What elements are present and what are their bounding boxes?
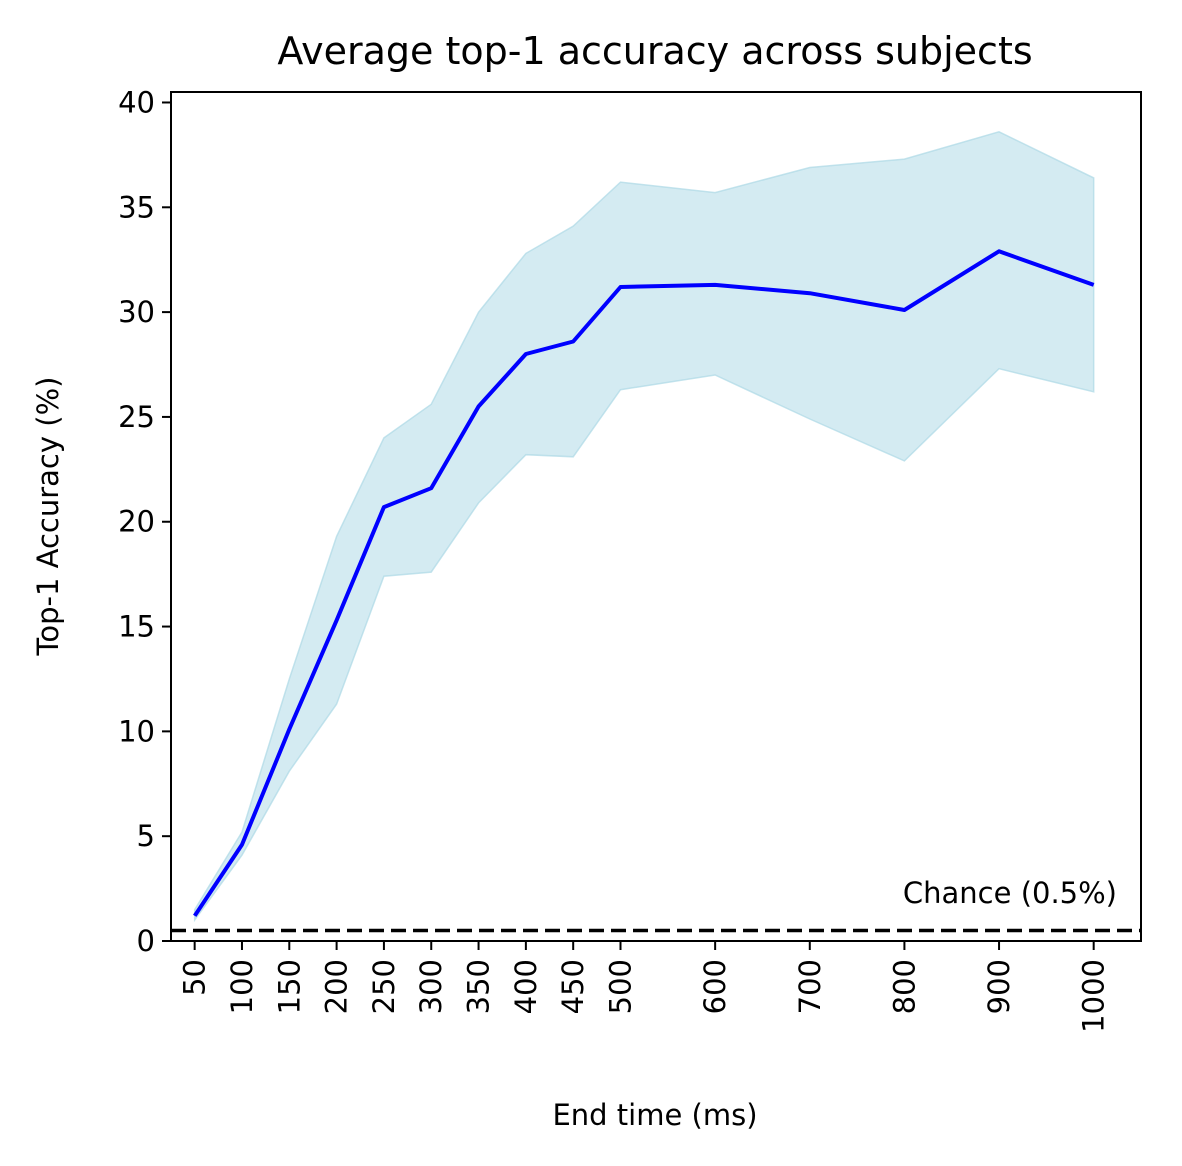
x-tick-label-350: 350 (462, 959, 496, 1014)
data-point-900 (997, 249, 1001, 253)
data-point-450 (571, 340, 575, 344)
y-tick-label-5: 5 (137, 819, 155, 853)
y-axis-label: Top-1 Accuracy (%) (31, 377, 65, 657)
x-tick-label-400: 400 (509, 959, 543, 1014)
data-point-150 (287, 727, 291, 731)
series-line-0 (193, 249, 1095, 917)
y-tick-label-40: 40 (118, 85, 155, 119)
data-point-50 (193, 914, 197, 918)
chance-label: Chance (0.5%) (903, 876, 1117, 910)
data-point-600 (713, 283, 717, 287)
x-tick-label-800: 800 (887, 959, 921, 1014)
data-point-350 (477, 404, 481, 408)
x-tick-label-600: 600 (698, 959, 732, 1014)
data-point-400 (524, 352, 528, 356)
x-tick-label-100: 100 (225, 959, 259, 1014)
x-tick-label-50: 50 (178, 959, 212, 996)
y-tick-label-10: 10 (118, 714, 155, 748)
y-tick-label-15: 15 (118, 610, 155, 644)
x-tick-label-1000: 1000 (1077, 959, 1111, 1033)
y-tick-label-25: 25 (118, 400, 155, 434)
x-tick-label-700: 700 (793, 959, 827, 1014)
x-axis-label: End time (ms) (552, 1098, 757, 1132)
data-point-250 (382, 505, 386, 509)
y-tick-label-20: 20 (118, 505, 155, 539)
data-point-100 (240, 843, 244, 847)
plot-frame (170, 91, 1142, 942)
x-tick-label-250: 250 (367, 959, 401, 1014)
x-tick-label-450: 450 (556, 959, 590, 1014)
x-tick-label-900: 900 (982, 959, 1016, 1014)
x-tick-label-300: 300 (414, 959, 448, 1014)
confidence-band-0 (193, 130, 1095, 923)
data-point-700 (808, 291, 812, 295)
x-tick-label-150: 150 (272, 959, 306, 1014)
data-point-800 (902, 308, 906, 312)
y-tick-label-35: 35 (118, 190, 155, 224)
data-point-1000 (1092, 283, 1096, 287)
data-point-500 (619, 285, 623, 289)
x-tick-label-500: 500 (604, 959, 638, 1014)
y-tick-label-0: 0 (137, 924, 155, 958)
x-tick-label-200: 200 (320, 959, 354, 1014)
chart-title: Average top-1 accuracy across subjects (277, 29, 1032, 73)
data-point-200 (335, 618, 339, 622)
y-tick-label-30: 30 (118, 295, 155, 329)
data-point-300 (429, 486, 433, 490)
